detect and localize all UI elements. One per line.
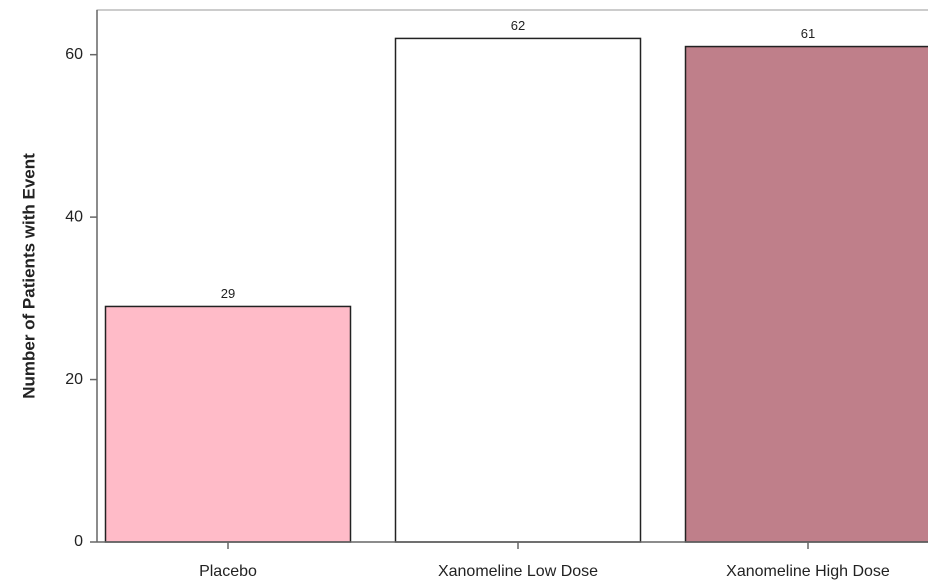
y-tick-label: 60 (65, 46, 83, 63)
value-label: 62 (511, 18, 525, 33)
bar (684, 45, 928, 543)
y-tick-label: 20 (65, 371, 83, 388)
value-label: 61 (801, 26, 815, 41)
y-axis-label: Number of Patients with Event (19, 153, 38, 399)
x-tick-label: Xanomeline Low Dose (438, 563, 598, 580)
bar (104, 305, 352, 543)
x-tick-label: Placebo (199, 563, 257, 580)
x-tick-label: Xanomeline High Dose (726, 563, 890, 580)
value-label: 29 (221, 286, 235, 301)
bar (394, 37, 642, 543)
y-tick-label: 0 (74, 533, 83, 550)
y-tick-label: 40 (65, 208, 83, 225)
